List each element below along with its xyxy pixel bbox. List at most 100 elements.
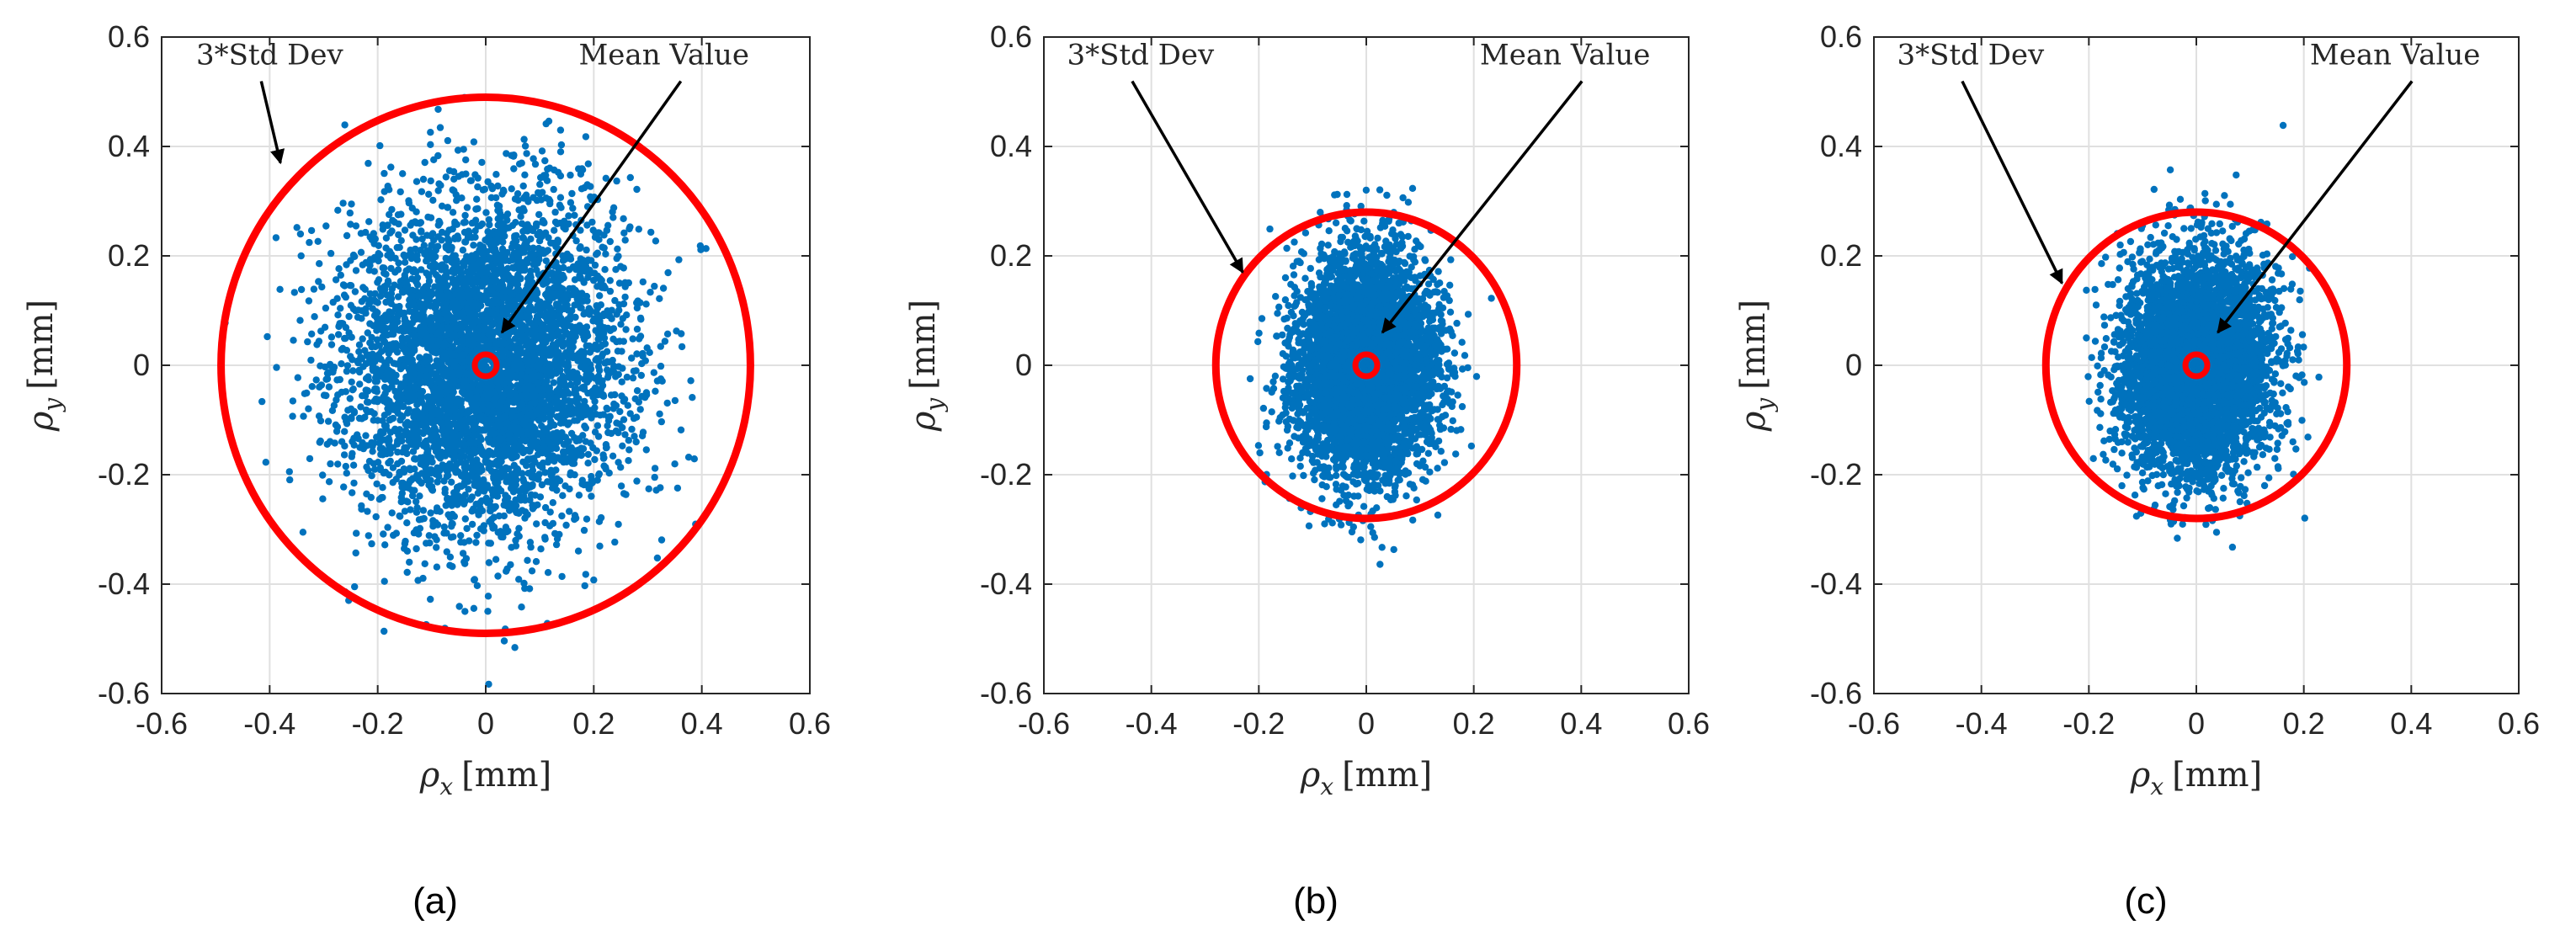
scatter-point <box>408 430 417 438</box>
scatter-point <box>455 356 464 364</box>
scatter-point <box>596 542 604 550</box>
scatter-point <box>625 446 633 454</box>
scatter-point <box>470 505 477 513</box>
scatter-point <box>639 352 647 360</box>
scatter-point <box>491 290 498 299</box>
scatter-point <box>432 298 439 306</box>
scatter-point <box>350 407 358 416</box>
scatter-point <box>407 342 415 349</box>
scatter-point <box>306 455 314 463</box>
scatter-point <box>480 327 488 334</box>
scatter-point <box>376 292 385 300</box>
scatter-point <box>581 397 588 406</box>
scatter-point <box>425 190 433 198</box>
scatter-point <box>514 469 522 476</box>
scatter-point <box>696 242 705 250</box>
scatter-point <box>286 476 294 484</box>
scatter-point <box>623 373 631 381</box>
scatter-point <box>580 279 588 286</box>
scatter-point <box>657 343 664 350</box>
scatter-point <box>519 322 527 331</box>
scatter-point <box>436 124 444 131</box>
scatter-point <box>427 595 434 603</box>
scatter-point <box>443 439 450 447</box>
scatter-point <box>568 331 576 338</box>
scatter-point <box>317 362 324 369</box>
scatter-point <box>524 198 532 205</box>
scatter-point <box>397 188 404 196</box>
scatter-point <box>459 550 467 557</box>
scatter-point <box>377 450 385 459</box>
scatter-point <box>457 448 465 455</box>
scatter-point <box>342 334 349 343</box>
scatter-point <box>457 532 465 540</box>
scatter-point <box>373 385 381 393</box>
scatter-point <box>471 401 479 409</box>
scatter-point <box>415 530 423 538</box>
scatter-point <box>406 307 413 316</box>
scatter-point <box>387 330 395 338</box>
scatter-point <box>381 384 389 391</box>
scatter-point <box>443 402 450 410</box>
scatter-point <box>514 260 522 268</box>
scatter-point <box>591 261 599 269</box>
scatter-point <box>588 410 595 417</box>
scatter-point <box>290 289 298 296</box>
scatter-point <box>499 361 507 369</box>
scatter-point <box>559 492 567 499</box>
scatter-point <box>609 214 617 221</box>
scatter-point <box>273 364 280 371</box>
scatter-point <box>429 519 437 528</box>
scatter-point <box>657 417 665 426</box>
scatter-point <box>348 200 355 208</box>
scatter-point <box>520 385 528 393</box>
scatter-point <box>464 383 471 391</box>
scatter-point <box>433 466 441 474</box>
scatter-point <box>272 234 280 242</box>
scatter-point <box>444 136 452 145</box>
scatter-point <box>399 170 407 178</box>
scatter-point <box>620 229 628 237</box>
scatter-point <box>671 460 679 468</box>
scatter-point <box>472 205 480 213</box>
scatter-point <box>473 531 481 540</box>
scatter-point <box>514 395 521 402</box>
scatter-point <box>615 279 624 287</box>
scatter-point <box>585 305 593 312</box>
scatter-point <box>412 268 420 276</box>
scatter-point <box>358 298 365 306</box>
scatter-point <box>364 408 371 416</box>
scatter-point <box>334 311 342 319</box>
scatter-point <box>466 375 475 384</box>
scatter-point <box>317 327 325 335</box>
scatter-point <box>581 582 588 590</box>
scatter-point <box>307 356 315 364</box>
scatter-point <box>467 177 475 184</box>
scatter-point <box>607 391 615 399</box>
scatter-point <box>434 187 442 194</box>
scatter-point <box>577 243 584 251</box>
scatter-point <box>466 396 474 404</box>
scatter-point <box>391 218 398 226</box>
scatter-point <box>530 455 538 462</box>
scatter-point <box>368 540 375 548</box>
scatter-point <box>415 391 423 399</box>
scatter-point <box>587 374 594 381</box>
scatter-point <box>623 311 631 319</box>
scatter-point <box>569 410 577 417</box>
scatter-point <box>434 152 442 160</box>
scatter-point <box>657 536 666 544</box>
scatter-point <box>633 304 641 312</box>
scatter-point <box>444 235 452 242</box>
scatter-point <box>530 244 537 252</box>
scatter-point <box>333 376 341 384</box>
scatter-point <box>429 337 437 344</box>
scatter-point <box>460 453 468 460</box>
scatter-point <box>650 369 657 376</box>
scatter-point <box>407 476 414 485</box>
scatter-point <box>485 465 492 472</box>
scatter-point <box>502 524 510 531</box>
scatter-point <box>487 335 495 343</box>
scatter-point <box>500 339 508 347</box>
scatter-point <box>632 438 640 446</box>
